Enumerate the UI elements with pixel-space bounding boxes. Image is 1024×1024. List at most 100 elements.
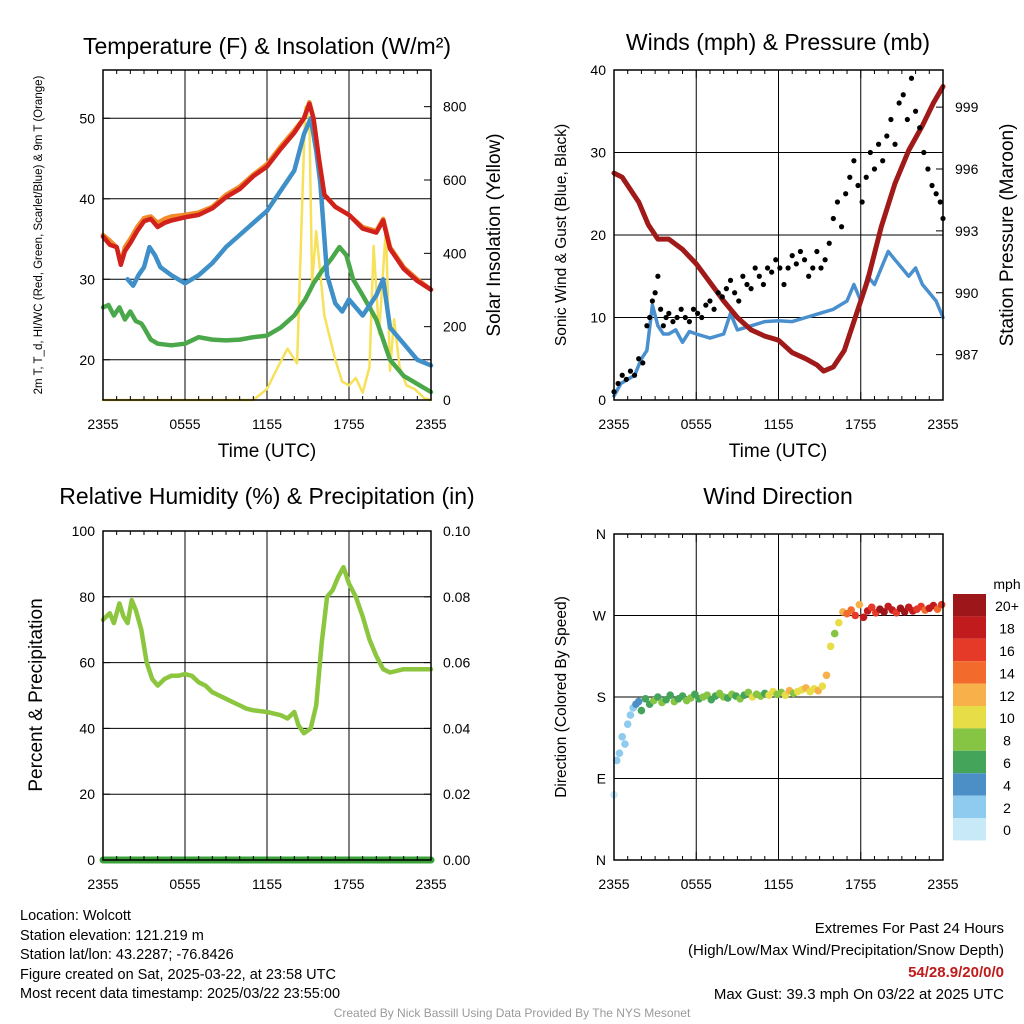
rh-grid [103, 530, 431, 861]
y2-tick-label: 990 [955, 285, 979, 301]
most-recent-timestamp: Most recent data timestamp: 2025/03/22 2… [20, 986, 341, 1002]
colorbar-swatch [953, 661, 986, 684]
gust-point [826, 240, 832, 246]
y-tick-label: W [593, 608, 607, 624]
y2-tick-label: 996 [955, 161, 979, 177]
rh-y-axis-label: Percent & Precipitation [26, 598, 47, 791]
colorbar-title: mph [993, 576, 1020, 592]
temp-panel-title: Temperature (F) & Insolation (W/m²) [83, 33, 451, 59]
gust-point [652, 290, 658, 296]
y-tick-label: N [596, 852, 606, 868]
y2-tick-label: 999 [955, 99, 979, 115]
direction-point [637, 706, 646, 715]
gust-point [777, 265, 783, 271]
gust-point [867, 149, 873, 156]
y-tick-label: 100 [72, 523, 96, 539]
x-tick-label: 2355 [415, 416, 446, 432]
gust-point [764, 265, 771, 271]
gust-point [855, 182, 861, 189]
gust-point [781, 281, 787, 288]
colorbar-label: 10 [999, 710, 1015, 726]
gust-point [818, 265, 824, 271]
gust-point [707, 298, 713, 304]
colorbar-swatch [953, 706, 986, 729]
gust-point [793, 261, 799, 267]
temperature-insolation-panel: Temperature (F) & Insolation (W/m²) 2355… [33, 33, 505, 462]
pressure-line [611, 84, 946, 374]
direction-point [826, 642, 835, 651]
gust-point [649, 298, 655, 304]
gust-point [888, 116, 894, 123]
x-tick-label: 2355 [87, 416, 118, 432]
gust-point [623, 376, 629, 382]
wdir-ticks: 2355 0555 1155 1755 2355 N E S W N [593, 526, 959, 892]
y2-tick-label: 987 [955, 347, 979, 363]
winds-grid [614, 69, 943, 401]
gust-point [884, 133, 890, 139]
colorbar-label: 0 [1003, 822, 1011, 838]
gust-point [732, 290, 738, 296]
direction-point [822, 671, 831, 680]
gust-point [619, 372, 625, 378]
colorbar-swatch [953, 683, 986, 706]
station-location: Location: Wolcott [20, 908, 131, 924]
gust-point [834, 199, 841, 205]
x-tick-label: 0555 [169, 876, 200, 892]
direction-point [626, 711, 635, 719]
direction-point [937, 600, 946, 609]
gust-point [875, 141, 882, 147]
gust-point [917, 125, 923, 131]
gust-point [880, 158, 886, 164]
y-tick-label: 20 [79, 786, 95, 802]
direction-point [880, 608, 888, 616]
gust-point [871, 166, 878, 172]
x-tick-label: 2355 [415, 876, 446, 892]
colorbar-label: 6 [1003, 755, 1011, 771]
x-tick-label: 1755 [845, 876, 876, 892]
gust-point [752, 265, 758, 271]
gust-point [703, 302, 709, 308]
x-tick-label: 0555 [681, 876, 712, 892]
y-tick-label: 0 [598, 392, 606, 408]
humidity-precip-panel: Relative Humidity (%) & Precipitation (i… [26, 483, 475, 892]
colorbar-swatch [953, 728, 986, 751]
direction-point [618, 733, 627, 741]
direction-point [859, 613, 868, 622]
gust-point [690, 306, 697, 312]
wdir-y-axis-label: Direction (Colored By Speed) [553, 596, 570, 798]
y2-tick-label: 400 [443, 245, 467, 261]
x-tick-label: 1755 [845, 416, 876, 432]
y2-tick-label: 800 [443, 99, 467, 115]
gust-point [773, 257, 779, 263]
gust-point [851, 158, 857, 164]
gust-point [908, 75, 915, 81]
x-tick-label: 2355 [598, 876, 629, 892]
y-tick-label: 30 [79, 271, 95, 287]
gust-point [615, 380, 621, 387]
x-tick-label: 2355 [927, 876, 958, 892]
gust-point [658, 306, 664, 312]
y2-tick-label: 0.04 [443, 720, 470, 736]
y-tick-label: 20 [590, 227, 606, 243]
direction-point [867, 603, 876, 612]
gust-point [896, 100, 902, 106]
gust-point [727, 277, 734, 283]
x-tick-label: 1155 [252, 876, 282, 892]
gust-point [627, 368, 634, 374]
temp-grid [103, 70, 431, 400]
heat-index-windchill-blue-line [125, 116, 434, 368]
x-tick-label: 2355 [87, 876, 118, 892]
max-gust: Max Gust: 39.3 mph On 03/22 at 2025 UTC [713, 986, 1004, 1003]
gust-point [686, 319, 692, 325]
winds-panel-title: Winds (mph) & Pressure (mb) [626, 29, 930, 55]
y-tick-label: 10 [590, 310, 606, 326]
gust-point [740, 273, 746, 279]
gust-point [797, 248, 804, 255]
colorbar-swatch [953, 616, 986, 639]
gust-point [715, 290, 721, 296]
gust-point [663, 314, 669, 321]
x-tick-label: 0555 [681, 416, 712, 432]
gust-point [670, 319, 676, 325]
x-tick-label: 1155 [763, 416, 793, 432]
gust-point [647, 314, 653, 321]
